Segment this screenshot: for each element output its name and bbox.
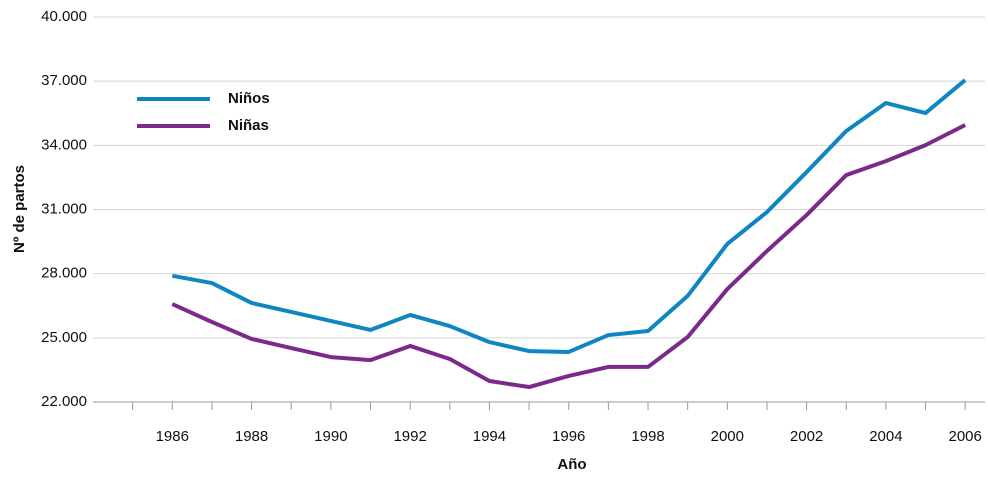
x-tick-label: 2002 bbox=[790, 428, 823, 445]
x-tick-label: 2006 bbox=[948, 428, 981, 445]
x-tick-label: 1994 bbox=[473, 428, 506, 445]
x-tick-label: 1990 bbox=[314, 428, 347, 445]
y-tick-label: 31.000 bbox=[41, 200, 87, 217]
y-tick-label: 40.000 bbox=[41, 8, 87, 25]
y-tick-label: 28.000 bbox=[41, 265, 87, 282]
x-tick-label: 1998 bbox=[631, 428, 664, 445]
data-line bbox=[171, 78, 967, 354]
x-axis-label: Año bbox=[557, 456, 586, 473]
legend-label: Niños bbox=[228, 90, 270, 107]
x-tick-label: 1996 bbox=[552, 428, 585, 445]
x-tick-label: 1988 bbox=[235, 428, 268, 445]
y-tick-label: 25.000 bbox=[41, 329, 87, 346]
data-line bbox=[171, 123, 967, 390]
y-tick-label: 34.000 bbox=[41, 136, 87, 153]
y-tick-label: 37.000 bbox=[41, 72, 87, 89]
x-tick-label: 2004 bbox=[869, 428, 902, 445]
x-tick-label: 2000 bbox=[711, 428, 744, 445]
x-tick-label: 1986 bbox=[156, 428, 189, 445]
x-tick-label: 1992 bbox=[393, 428, 426, 445]
y-tick-label: 22.000 bbox=[41, 393, 87, 410]
legend-label: Niñas bbox=[228, 117, 269, 134]
y-axis-label: Nº de partos bbox=[11, 165, 28, 253]
